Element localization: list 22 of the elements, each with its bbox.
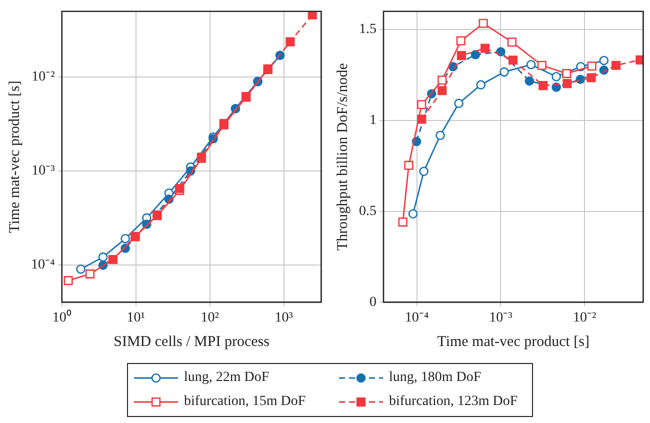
y-tick-label: 1 — [370, 113, 376, 128]
y-tick-label: 0.5 — [359, 204, 376, 219]
y-tick-label: 10⁻³ — [32, 164, 55, 179]
x-tick-label: 10¹ — [126, 310, 145, 326]
y-tick-label: 0 — [370, 294, 376, 310]
y-axis-title: Time mat-vec product [s] — [6, 80, 23, 233]
legend-label: bifurcation, 123m DoF — [389, 394, 518, 410]
x-tick-label: 10² — [200, 310, 219, 326]
legend-label: bifurcation, 15m DoF — [184, 394, 306, 410]
x-axis-title: Time mat-vec product [s] — [437, 334, 590, 350]
x-axis-title: SIMD cells / MPI process — [114, 334, 270, 350]
x-tick-label: 10⁻² — [572, 310, 596, 326]
x-tick-label: 10⁻³ — [489, 310, 512, 326]
x-tick-label: 10⁻⁴ — [404, 310, 429, 326]
y-tick-label: 10⁻⁴ — [30, 258, 55, 273]
x-tick-label: 10³ — [274, 310, 293, 326]
y-axis-title: Throughput billion DoF/s/node — [334, 62, 351, 251]
legend-label: lung, 180m DoF — [389, 370, 482, 386]
y-tick-label: 10⁻² — [32, 70, 55, 85]
y-tick-label: 1.5 — [359, 22, 376, 38]
legend-label: lung, 22m DoF — [184, 370, 270, 386]
x-tick-label: 10⁰ — [52, 309, 72, 326]
